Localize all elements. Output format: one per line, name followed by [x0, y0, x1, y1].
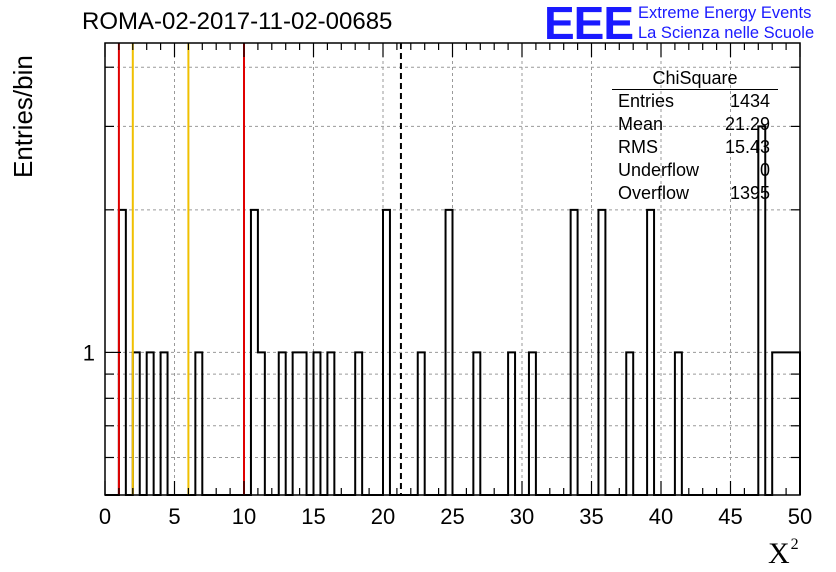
stat-row-rms: RMS 15.43	[618, 136, 778, 159]
x-axis-label: X2	[768, 536, 799, 571]
eee-logo: EEE	[544, 0, 634, 49]
stat-row-mean: Mean 21.29	[618, 113, 778, 136]
stats-box-title: ChiSquare	[612, 67, 778, 90]
stat-name: Overflow	[618, 183, 690, 203]
stat-row-entries: Entries 1434	[618, 90, 778, 113]
stat-value: 15.43	[724, 137, 770, 157]
x-tick-label: 15	[301, 504, 325, 529]
stat-value: 0	[759, 160, 770, 180]
x-tick-label: 10	[232, 504, 256, 529]
chart-title: ROMA-02-2017-11-02-00685	[82, 8, 393, 35]
x-tick-label: 30	[510, 504, 534, 529]
stat-name: Mean	[618, 114, 664, 134]
y-tick-label: 1	[83, 340, 95, 365]
stat-row-overflow: Overflow 1395	[618, 182, 778, 205]
x-tick-label: 45	[718, 504, 742, 529]
stat-value: 21.29	[724, 114, 770, 134]
x-axis-label-superscript: 2	[790, 536, 799, 553]
stat-value: 1395	[729, 183, 770, 203]
x-tick-label: 0	[99, 504, 111, 529]
stat-row-underflow: Underflow 0	[618, 159, 778, 182]
stat-name: Entries	[618, 91, 675, 111]
stats-box: ChiSquare Entries 1434 Mean 21.29 RMS 15…	[612, 67, 778, 205]
stat-value: 1434	[729, 91, 770, 111]
x-tick-label: 5	[168, 504, 180, 529]
eee-logo-line1: Extreme Energy Events	[638, 4, 812, 22]
stat-name: Underflow	[618, 160, 700, 180]
x-tick-label: 35	[579, 504, 603, 529]
x-tick-label: 50	[788, 504, 812, 529]
stat-name: RMS	[618, 137, 658, 157]
x-axis-label-text: X	[768, 537, 790, 570]
x-tick-label: 40	[649, 504, 673, 529]
x-tick-label: 20	[371, 504, 395, 529]
x-tick-label: 25	[440, 504, 464, 529]
eee-logo-line2: La Scienza nelle Scuole	[638, 24, 815, 42]
